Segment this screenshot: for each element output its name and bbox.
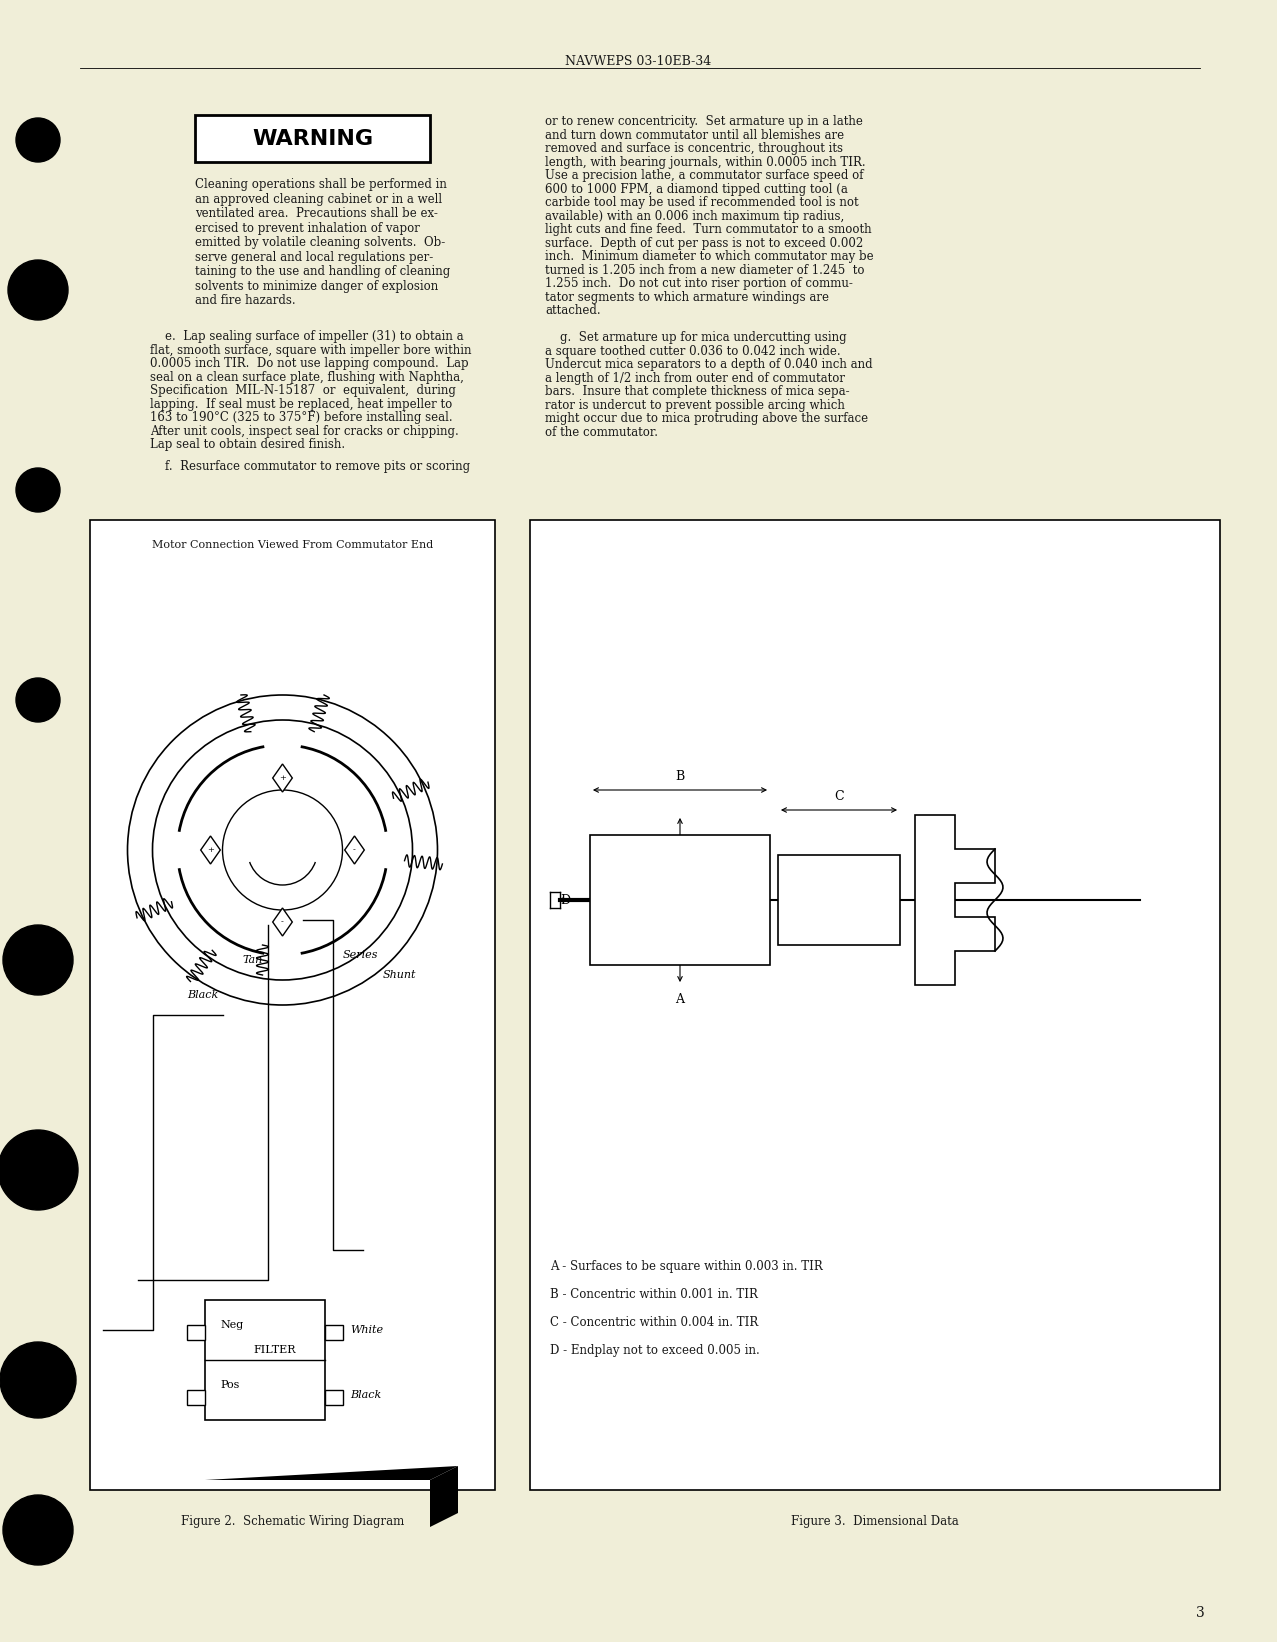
- Circle shape: [3, 1494, 73, 1565]
- Text: 1.255 inch.  Do not cut into riser portion of commu-: 1.255 inch. Do not cut into riser portio…: [545, 277, 853, 291]
- Bar: [326, 1391, 344, 1406]
- Text: and turn down commutator until all blemishes are: and turn down commutator until all blemi…: [545, 128, 844, 141]
- Text: or to renew concentricity.  Set armature up in a lathe: or to renew concentricity. Set armature …: [545, 115, 863, 128]
- Text: emitted by volatile cleaning solvents.  Ob-: emitted by volatile cleaning solvents. O…: [195, 236, 446, 250]
- Circle shape: [17, 678, 60, 722]
- Text: ercised to prevent inhalation of vapor: ercised to prevent inhalation of vapor: [195, 222, 420, 235]
- Text: C - Concentric within 0.004 in. TIR: C - Concentric within 0.004 in. TIR: [550, 1315, 759, 1328]
- Text: inch.  Minimum diameter to which commutator may be: inch. Minimum diameter to which commutat…: [545, 250, 873, 263]
- Text: Black: Black: [186, 990, 218, 1000]
- Text: 0.0005 inch TIR.  Do not use lapping compound.  Lap: 0.0005 inch TIR. Do not use lapping comp…: [149, 356, 469, 369]
- Text: serve general and local regulations per-: serve general and local regulations per-: [195, 251, 433, 263]
- Text: Black: Black: [350, 1391, 382, 1401]
- Text: an approved cleaning cabinet or in a well: an approved cleaning cabinet or in a wel…: [195, 192, 442, 205]
- Text: g.  Set armature up for mica undercutting using: g. Set armature up for mica undercutting…: [545, 332, 847, 345]
- Text: f.  Resurface commutator to remove pits or scoring: f. Resurface commutator to remove pits o…: [149, 460, 470, 473]
- Bar: [89, 521, 495, 1489]
- Circle shape: [0, 1342, 77, 1419]
- Text: 3: 3: [1195, 1606, 1204, 1621]
- Text: Shunt: Shunt: [383, 970, 416, 980]
- Text: After unit cools, inspect seal for cracks or chipping.: After unit cools, inspect seal for crack…: [149, 425, 458, 437]
- Text: Series: Series: [342, 951, 378, 961]
- Bar: [778, 855, 900, 946]
- Text: a length of 1/2 inch from outer end of commutator: a length of 1/2 inch from outer end of c…: [545, 371, 845, 384]
- Text: of the commutator.: of the commutator.: [545, 425, 658, 438]
- Text: A: A: [676, 993, 684, 1007]
- Text: a square toothed cutter 0.036 to 0.042 inch wide.: a square toothed cutter 0.036 to 0.042 i…: [545, 345, 840, 358]
- Text: attached.: attached.: [545, 304, 600, 317]
- Polygon shape: [200, 836, 221, 864]
- Text: A - Surfaces to be square within 0.003 in. TIR: A - Surfaces to be square within 0.003 i…: [550, 1259, 822, 1273]
- Text: tator segments to which armature windings are: tator segments to which armature winding…: [545, 291, 829, 304]
- Text: WARNING: WARNING: [252, 128, 373, 148]
- Text: 600 to 1000 FPM, a diamond tipped cutting tool (a: 600 to 1000 FPM, a diamond tipped cuttin…: [545, 182, 848, 195]
- Text: solvents to minimize danger of explosion: solvents to minimize danger of explosion: [195, 279, 438, 292]
- Polygon shape: [195, 1466, 458, 1479]
- Circle shape: [3, 924, 73, 995]
- Text: B - Concentric within 0.001 in. TIR: B - Concentric within 0.001 in. TIR: [550, 1287, 757, 1300]
- Text: C: C: [834, 790, 844, 803]
- Text: e.  Lap sealing surface of impeller (31) to obtain a: e. Lap sealing surface of impeller (31) …: [149, 330, 464, 343]
- Bar: [186, 1391, 206, 1406]
- Text: Figure 2.  Schematic Wiring Diagram: Figure 2. Schematic Wiring Diagram: [181, 1516, 404, 1529]
- Text: -: -: [352, 846, 356, 854]
- Text: surface.  Depth of cut per pass is not to exceed 0.002: surface. Depth of cut per pass is not to…: [545, 236, 863, 250]
- Polygon shape: [273, 764, 292, 791]
- Text: turned is 1.205 inch from a new diameter of 1.245  to: turned is 1.205 inch from a new diameter…: [545, 263, 865, 276]
- Text: ventilated area.  Precautions shall be ex-: ventilated area. Precautions shall be ex…: [195, 207, 438, 220]
- Bar: [326, 1325, 344, 1340]
- Text: seal on a clean surface plate, flushing with Naphtha,: seal on a clean surface plate, flushing …: [149, 371, 464, 384]
- Text: FILTER: FILTER: [254, 1345, 296, 1355]
- Text: Figure 3.  Dimensional Data: Figure 3. Dimensional Data: [792, 1516, 959, 1529]
- Circle shape: [17, 468, 60, 512]
- Text: Motor Connection Viewed From Commutator End: Motor Connection Viewed From Commutator …: [152, 540, 433, 550]
- Text: -: -: [281, 918, 283, 926]
- Text: bars.  Insure that complete thickness of mica sepa-: bars. Insure that complete thickness of …: [545, 384, 849, 397]
- Text: +: +: [280, 773, 286, 782]
- Text: B: B: [676, 770, 684, 783]
- Text: +: +: [207, 846, 215, 854]
- Text: D - Endplay not to exceed 0.005 in.: D - Endplay not to exceed 0.005 in.: [550, 1345, 760, 1356]
- Circle shape: [8, 259, 68, 320]
- Text: available) with an 0.006 inch maximum tip radius,: available) with an 0.006 inch maximum ti…: [545, 210, 844, 223]
- Text: NAVWEPS 03-10EB-34: NAVWEPS 03-10EB-34: [564, 54, 711, 67]
- Text: length, with bearing journals, within 0.0005 inch TIR.: length, with bearing journals, within 0.…: [545, 156, 866, 169]
- Text: Cleaning operations shall be performed in: Cleaning operations shall be performed i…: [195, 177, 447, 190]
- Polygon shape: [345, 836, 364, 864]
- Text: Neg: Neg: [220, 1320, 243, 1330]
- Text: Tan: Tan: [243, 956, 263, 965]
- Text: might occur due to mica protruding above the surface: might occur due to mica protruding above…: [545, 412, 868, 425]
- Text: Use a precision lathe, a commutator surface speed of: Use a precision lathe, a commutator surf…: [545, 169, 863, 182]
- Text: White: White: [350, 1325, 383, 1335]
- Polygon shape: [430, 1466, 458, 1527]
- Bar: [206, 1300, 326, 1420]
- Text: and fire hazards.: and fire hazards.: [195, 294, 295, 307]
- Circle shape: [0, 1130, 78, 1210]
- Text: 163 to 190°C (325 to 375°F) before installing seal.: 163 to 190°C (325 to 375°F) before insta…: [149, 410, 452, 424]
- Bar: [195, 115, 430, 163]
- Text: D: D: [559, 893, 570, 906]
- Polygon shape: [273, 908, 292, 936]
- Text: removed and surface is concentric, throughout its: removed and surface is concentric, throu…: [545, 141, 843, 154]
- Text: taining to the use and handling of cleaning: taining to the use and handling of clean…: [195, 264, 451, 277]
- Bar: [186, 1325, 206, 1340]
- Text: light cuts and fine feed.  Turn commutator to a smooth: light cuts and fine feed. Turn commutato…: [545, 223, 872, 236]
- Polygon shape: [916, 814, 995, 985]
- Text: Specification  MIL-N-15187  or  equivalent,  during: Specification MIL-N-15187 or equivalent,…: [149, 384, 456, 397]
- Text: rator is undercut to prevent possible arcing which: rator is undercut to prevent possible ar…: [545, 399, 845, 412]
- Text: carbide tool may be used if recommended tool is not: carbide tool may be used if recommended …: [545, 195, 858, 209]
- Bar: [530, 521, 1220, 1489]
- Bar: [590, 836, 770, 965]
- Text: flat, smooth surface, square with impeller bore within: flat, smooth surface, square with impell…: [149, 343, 471, 356]
- Text: Pos: Pos: [220, 1379, 239, 1391]
- Circle shape: [17, 118, 60, 163]
- Text: Undercut mica separators to a depth of 0.040 inch and: Undercut mica separators to a depth of 0…: [545, 358, 872, 371]
- Text: Lap seal to obtain desired finish.: Lap seal to obtain desired finish.: [149, 438, 345, 452]
- Text: lapping.  If seal must be replaced, heat impeller to: lapping. If seal must be replaced, heat …: [149, 397, 452, 410]
